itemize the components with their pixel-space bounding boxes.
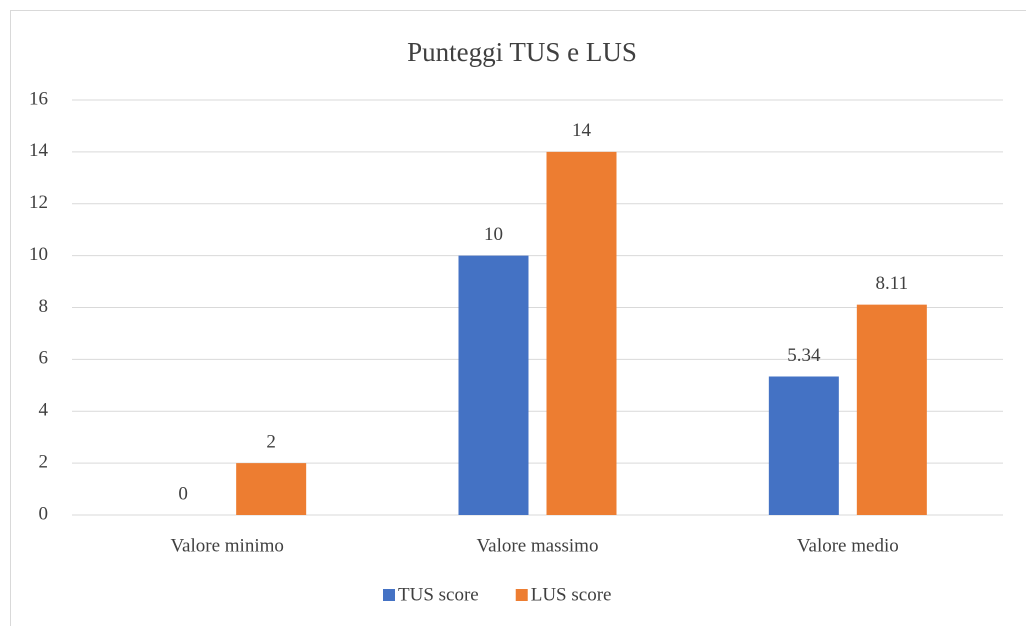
legend-label: TUS score — [398, 584, 479, 605]
bar — [546, 151, 617, 515]
y-tick-label: 8 — [39, 296, 49, 317]
y-tick-label: 2 — [39, 451, 49, 472]
data-label: 14 — [572, 120, 592, 141]
data-label: 8.11 — [876, 273, 909, 294]
y-tick-label: 6 — [39, 348, 49, 369]
y-tick-label: 10 — [29, 244, 48, 265]
data-label: 10 — [484, 224, 503, 245]
legend-swatch — [515, 589, 528, 601]
bar — [458, 255, 529, 515]
chart-title: Punteggi TUS e LUS — [407, 37, 637, 67]
x-tick-label: Valore massimo — [477, 535, 599, 556]
bar — [768, 376, 839, 515]
y-tick-label: 12 — [29, 192, 48, 213]
y-tick-label: 14 — [29, 140, 49, 161]
data-label: 2 — [266, 431, 276, 452]
y-tick-label: 16 — [29, 88, 48, 109]
bar — [856, 304, 927, 515]
y-tick-label: 0 — [39, 503, 49, 524]
data-label: 0 — [178, 483, 188, 504]
legend-label: LUS score — [531, 584, 612, 605]
data-label: 5.34 — [787, 345, 821, 366]
x-tick-label: Valore medio — [797, 535, 899, 556]
bar — [236, 463, 307, 515]
legend-swatch — [383, 589, 395, 601]
y-tick-label: 4 — [39, 400, 49, 421]
x-tick-label: Valore minimo — [170, 535, 283, 556]
